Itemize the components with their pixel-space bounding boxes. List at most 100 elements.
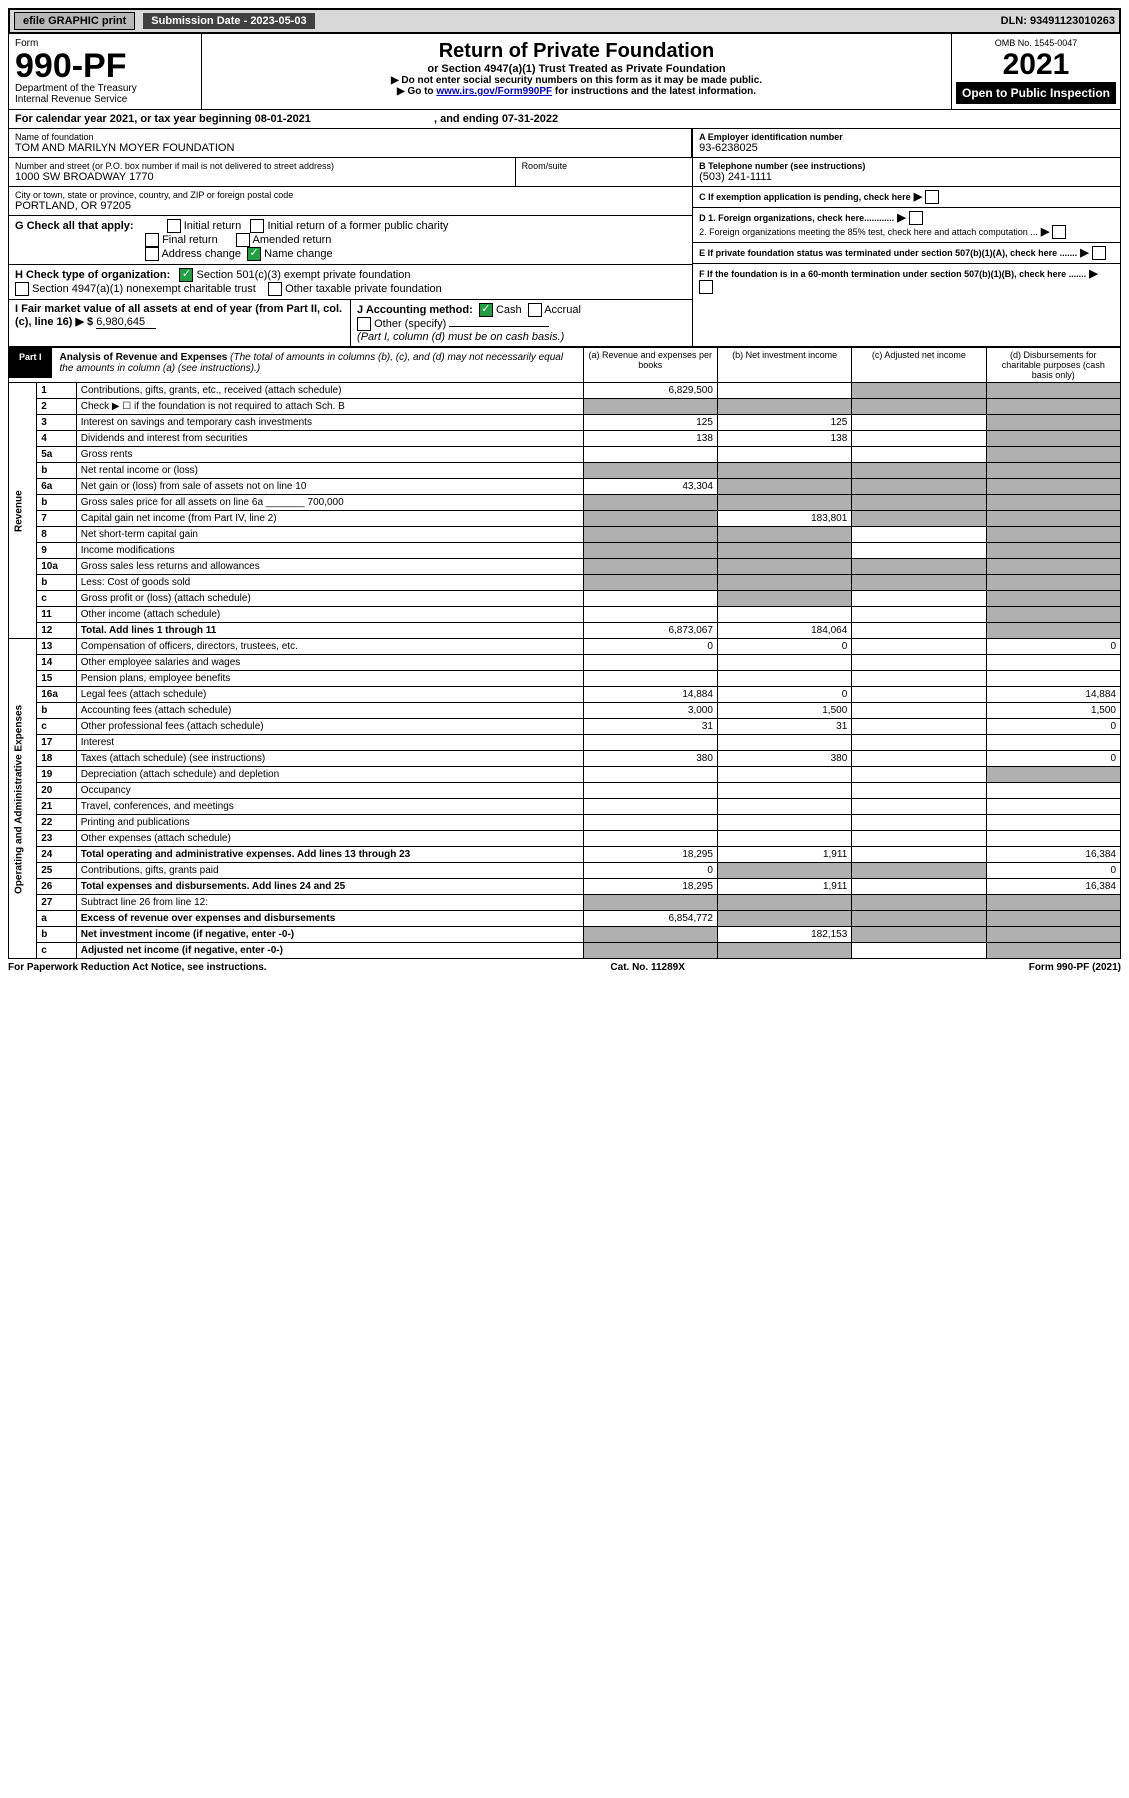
amount-cell <box>717 575 851 591</box>
checkbox-accrual[interactable] <box>528 303 542 317</box>
amount-cell <box>717 815 851 831</box>
table-row: cAdjusted net income (if negative, enter… <box>9 943 1121 959</box>
h-opt2: Section 4947(a)(1) nonexempt charitable … <box>32 283 256 295</box>
amount-cell <box>717 559 851 575</box>
line-description: Interest on savings and temporary cash i… <box>76 415 583 431</box>
line-description: Check ▶ ☐ if the foundation is not requi… <box>76 399 583 415</box>
amount-cell <box>583 495 717 511</box>
amount-cell <box>583 943 717 959</box>
line-number: b <box>37 575 77 591</box>
line-number: 22 <box>37 815 77 831</box>
amount-cell <box>852 447 986 463</box>
line-description: Pension plans, employee benefits <box>76 671 583 687</box>
header-center: Return of Private Foundation or Section … <box>202 34 951 109</box>
line-number: 6a <box>37 479 77 495</box>
g-opt-3: Amended return <box>253 234 332 246</box>
amount-cell <box>717 767 851 783</box>
line-description: Capital gain net income (from Part IV, l… <box>76 511 583 527</box>
table-row: 16aLegal fees (attach schedule)14,884014… <box>9 687 1121 703</box>
c-cell: C If exemption application is pending, c… <box>693 187 1120 208</box>
amount-cell <box>986 447 1120 463</box>
amount-cell <box>852 415 986 431</box>
line-number: c <box>37 591 77 607</box>
identity-block: Name of foundation TOM AND MARILYN MOYER… <box>8 129 1121 347</box>
amount-cell <box>583 895 717 911</box>
c-label: C If exemption application is pending, c… <box>699 192 911 202</box>
amount-cell <box>717 911 851 927</box>
amount-cell: 1,500 <box>986 703 1120 719</box>
amount-cell: 18,295 <box>583 879 717 895</box>
amount-cell <box>852 815 986 831</box>
checkbox-other-taxable[interactable] <box>268 282 282 296</box>
amount-cell <box>583 463 717 479</box>
amount-cell <box>583 575 717 591</box>
amount-cell <box>852 703 986 719</box>
j-cell: J Accounting method: ✓ Cash Accrual Othe… <box>351 300 692 346</box>
checkbox-f[interactable] <box>699 280 713 294</box>
checkbox-initial-return[interactable] <box>167 219 181 233</box>
line-description: Interest <box>76 735 583 751</box>
table-row: 23Other expenses (attach schedule) <box>9 831 1121 847</box>
efile-print-button[interactable]: efile GRAPHIC print <box>14 12 135 30</box>
amount-cell <box>852 591 986 607</box>
line-number: 27 <box>37 895 77 911</box>
a-value: 93-6238025 <box>699 142 1114 154</box>
amount-cell: 0 <box>583 863 717 879</box>
amount-cell: 3,000 <box>583 703 717 719</box>
amount-cell <box>717 399 851 415</box>
amount-cell <box>583 783 717 799</box>
part1-title: Analysis of Revenue and Expenses <box>60 352 228 363</box>
line-description: Net rental income or (loss) <box>76 463 583 479</box>
amount-cell <box>717 383 851 399</box>
line-number: 8 <box>37 527 77 543</box>
checkbox-4947[interactable] <box>15 282 29 296</box>
checkbox-d1[interactable] <box>909 211 923 225</box>
checkbox-501c3[interactable]: ✓ <box>179 268 193 282</box>
amount-cell <box>717 799 851 815</box>
checkbox-address-change[interactable] <box>145 247 159 261</box>
footer-left: For Paperwork Reduction Act Notice, see … <box>8 962 267 973</box>
checkbox-e[interactable] <box>1092 246 1106 260</box>
amount-cell <box>852 655 986 671</box>
checkbox-d2[interactable] <box>1052 225 1066 239</box>
form-header: Form 990-PF Department of the Treasury I… <box>8 34 1121 110</box>
amount-cell <box>852 383 986 399</box>
checkbox-other-method[interactable] <box>357 317 371 331</box>
d-cell: D 1. Foreign organizations, check here..… <box>693 208 1120 243</box>
amount-cell <box>986 543 1120 559</box>
amount-cell <box>852 399 986 415</box>
form990pf-link[interactable]: www.irs.gov/Form990PF <box>436 86 552 97</box>
top-bar: efile GRAPHIC print Submission Date - 20… <box>8 8 1121 34</box>
amount-cell <box>986 511 1120 527</box>
amount-cell: 0 <box>986 751 1120 767</box>
line-description: Other employee salaries and wages <box>76 655 583 671</box>
line-description: Total operating and administrative expen… <box>76 847 583 863</box>
checkbox-initial-former[interactable] <box>250 219 264 233</box>
amount-cell: 182,153 <box>717 927 851 943</box>
name-label: Name of foundation <box>15 132 685 142</box>
amount-cell <box>583 671 717 687</box>
f-cell: F If the foundation is in a 60-month ter… <box>693 264 1120 346</box>
g-opt-1: Initial return of a former public charit… <box>267 220 448 232</box>
city-label: City or town, state or province, country… <box>15 190 686 200</box>
amount-cell <box>583 735 717 751</box>
checkbox-cash[interactable]: ✓ <box>479 303 493 317</box>
table-row: 20Occupancy <box>9 783 1121 799</box>
checkbox-name-change[interactable]: ✓ <box>247 247 261 261</box>
line-number: 18 <box>37 751 77 767</box>
checkbox-final-return[interactable] <box>145 233 159 247</box>
submission-date: Submission Date - 2023-05-03 <box>143 13 314 29</box>
checkbox-amended[interactable] <box>236 233 250 247</box>
line-number: 25 <box>37 863 77 879</box>
amount-cell <box>986 911 1120 927</box>
table-row: 6aNet gain or (loss) from sale of assets… <box>9 479 1121 495</box>
checkbox-c[interactable] <box>925 190 939 204</box>
line-number: b <box>37 495 77 511</box>
foundation-name: TOM AND MARILYN MOYER FOUNDATION <box>15 142 685 154</box>
table-row: 14Other employee salaries and wages <box>9 655 1121 671</box>
table-row: 5aGross rents <box>9 447 1121 463</box>
line-number: 3 <box>37 415 77 431</box>
amount-cell <box>986 943 1120 959</box>
amount-cell <box>583 447 717 463</box>
amount-cell: 6,829,500 <box>583 383 717 399</box>
